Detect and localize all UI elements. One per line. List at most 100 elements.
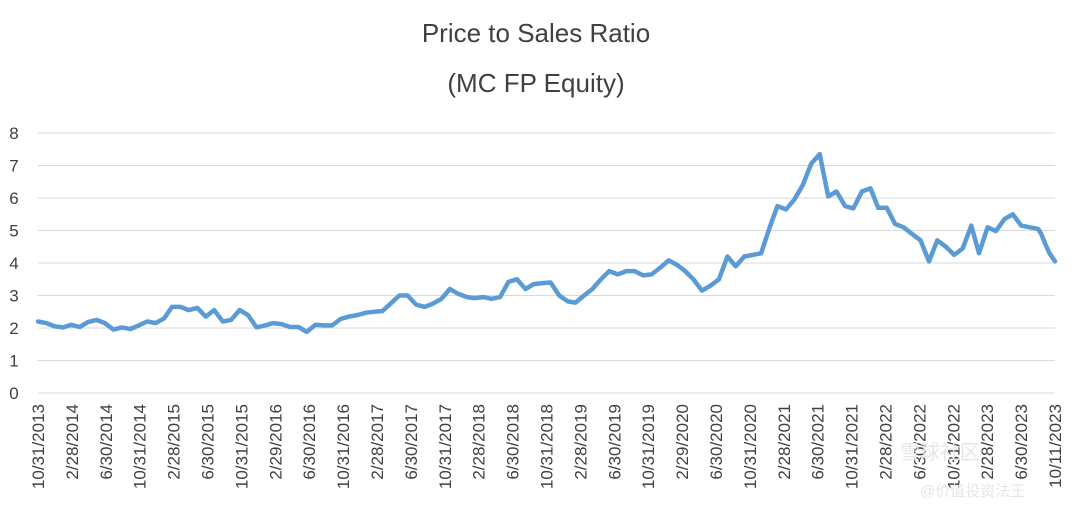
x-tick-label: 10/31/2021 [843,404,862,489]
data-point [558,294,561,297]
data-point [759,252,763,255]
x-tick-label: 10/31/2022 [944,404,963,489]
data-point [238,308,241,312]
x-tick-label: 6/30/2016 [300,404,319,480]
data-point [213,308,216,312]
data-point [62,326,65,329]
data-point [1037,227,1040,231]
x-tick-label: 10/11/2023 [1046,404,1065,488]
data-point [339,317,342,321]
data-point [893,222,897,226]
data-point [717,278,721,281]
data-point [271,321,275,325]
series-line [35,151,1058,335]
x-tick-label: 6/30/2019 [605,404,624,480]
data-point [768,226,771,229]
data-point [835,190,838,193]
data-point [977,252,981,255]
data-point [364,311,368,314]
data-point [137,324,140,327]
data-point [642,274,645,277]
x-tick-label: 2/28/2014 [63,404,82,480]
data-point [347,315,351,318]
y-axis: 0 1 2 3 4 5 6 7 8 [9,124,18,403]
x-tick-label: 10/31/2014 [131,404,150,489]
data-point [86,320,90,324]
x-tick-label: 10/31/2018 [538,404,557,489]
data-point [255,326,258,329]
data-point [196,306,199,310]
data-point [599,278,603,281]
data-point [1048,252,1051,255]
y-tick-label: 4 [9,254,18,273]
y-tick-label: 6 [9,189,18,208]
x-tick-label: 6/30/2022 [910,404,929,480]
data-point [204,315,207,318]
data-point [482,295,485,299]
data-point [944,245,948,248]
x-tick-label: 10/31/2020 [741,404,760,489]
data-point [709,284,712,287]
x-tick-label: 10/31/2016 [334,404,353,489]
data-point [322,324,326,327]
data-point [986,226,989,229]
y-tick-label: 8 [9,124,18,143]
data-point [263,324,267,327]
data-point [389,302,392,305]
data-point [658,266,662,270]
data-point [112,328,115,331]
data-point [582,294,586,297]
data-point [1020,224,1023,227]
data-point [650,273,653,276]
data-point [398,294,401,297]
data-point [78,325,81,329]
x-tick-label: 10/31/2017 [436,404,455,489]
x-tick-label: 10/31/2015 [232,404,251,489]
data-point [179,305,182,309]
data-point [507,280,510,284]
x-tick-label: 6/30/2017 [402,404,421,480]
data-point [129,327,132,331]
data-point [246,313,250,317]
data-point [902,226,905,229]
data-point [953,253,956,257]
data-point [784,208,788,211]
x-tick-label: 6/30/2018 [504,404,523,480]
data-point [809,162,813,166]
data-point [414,303,418,306]
data-point [440,297,443,300]
chart-title: Price to Sales Ratio [422,18,650,48]
data-point [381,309,384,313]
x-tick-label: 2/28/2017 [368,404,387,480]
x-tick-label: 6/30/2020 [707,404,726,480]
watermark-handle: @价值投资法王 [920,483,1025,500]
data-point [869,187,872,190]
x-tick-label: 6/30/2023 [1012,404,1031,480]
data-point [406,294,409,297]
data-point [95,318,98,322]
data-point [877,206,880,209]
data-point [970,224,973,227]
x-tick-label: 6/30/2014 [97,404,116,480]
data-point [885,206,888,209]
data-point [616,273,619,276]
data-point [1028,226,1032,229]
data-point [726,255,729,258]
data-point [919,239,922,242]
data-point [103,321,107,325]
x-tick-label: 2/29/2020 [673,404,692,480]
data-point [541,281,544,285]
data-point [1053,260,1057,263]
data-point [498,295,502,299]
data-point [163,317,166,320]
data-point [734,265,737,268]
data-point [633,269,636,273]
data-point [45,321,48,325]
data-point [120,326,124,329]
x-tick-label: 2/28/2019 [571,404,590,480]
data-point [145,320,149,323]
data-point [221,320,224,323]
data-point [692,278,695,281]
data-point [591,287,594,291]
